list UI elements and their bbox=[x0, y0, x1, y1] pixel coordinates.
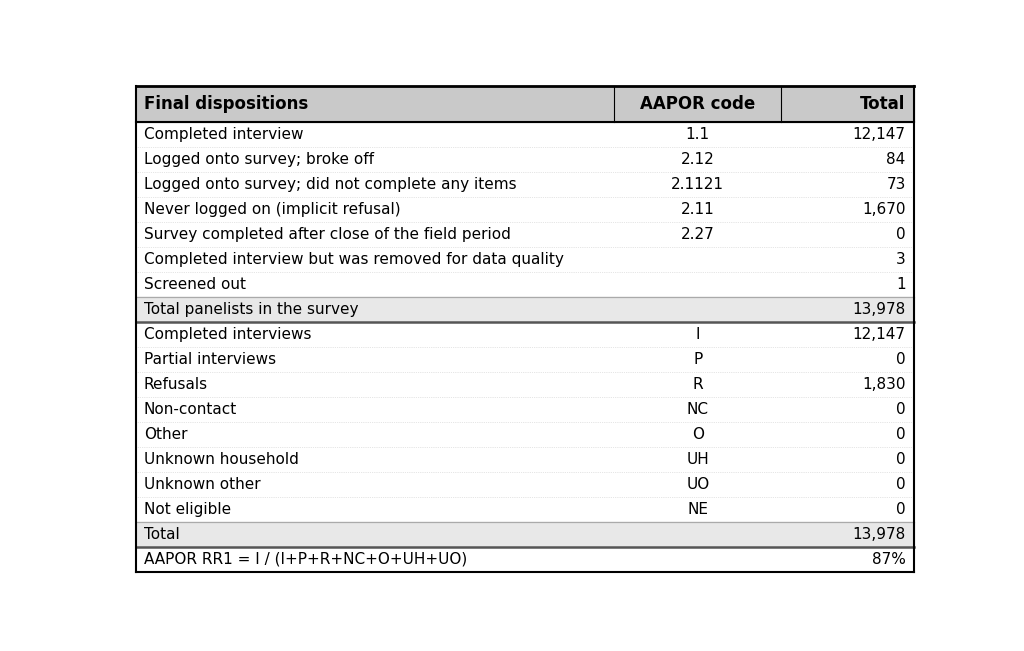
Text: NC: NC bbox=[687, 402, 709, 417]
Bar bbox=[136, 122, 913, 146]
Bar bbox=[136, 547, 913, 572]
Bar bbox=[136, 347, 913, 372]
Text: Partial interviews: Partial interviews bbox=[143, 352, 276, 367]
Text: R: R bbox=[692, 377, 703, 392]
Text: 3: 3 bbox=[896, 252, 905, 267]
Bar bbox=[136, 322, 913, 347]
Bar bbox=[136, 271, 913, 297]
Text: Logged onto survey; broke off: Logged onto survey; broke off bbox=[143, 152, 374, 167]
Text: 1,670: 1,670 bbox=[862, 202, 905, 217]
Text: Completed interview but was removed for data quality: Completed interview but was removed for … bbox=[143, 252, 564, 267]
Text: Survey completed after close of the field period: Survey completed after close of the fiel… bbox=[143, 227, 511, 242]
Bar bbox=[136, 297, 913, 322]
Text: 0: 0 bbox=[896, 227, 905, 242]
Text: 73: 73 bbox=[887, 177, 905, 192]
Bar bbox=[136, 497, 913, 522]
Text: Never logged on (implicit refusal): Never logged on (implicit refusal) bbox=[143, 202, 400, 217]
Text: Completed interviews: Completed interviews bbox=[143, 327, 311, 342]
Bar bbox=[136, 146, 913, 172]
Bar bbox=[136, 86, 913, 122]
Text: Refusals: Refusals bbox=[143, 377, 208, 392]
Text: O: O bbox=[692, 427, 703, 442]
Text: 12,147: 12,147 bbox=[853, 327, 905, 342]
Text: Screened out: Screened out bbox=[143, 277, 246, 292]
Bar bbox=[136, 472, 913, 497]
Text: Total: Total bbox=[143, 527, 179, 542]
Text: 84: 84 bbox=[887, 152, 905, 167]
Text: AAPOR RR1 = I / (I+P+R+NC+O+UH+UO): AAPOR RR1 = I / (I+P+R+NC+O+UH+UO) bbox=[143, 552, 467, 567]
Text: P: P bbox=[693, 352, 702, 367]
Bar bbox=[136, 222, 913, 247]
Text: 0: 0 bbox=[896, 502, 905, 517]
Text: 0: 0 bbox=[896, 427, 905, 442]
Bar bbox=[136, 422, 913, 447]
Bar bbox=[136, 372, 913, 397]
Text: 1,830: 1,830 bbox=[862, 377, 905, 392]
Text: Unknown household: Unknown household bbox=[143, 452, 299, 467]
Text: Non-contact: Non-contact bbox=[143, 402, 238, 417]
Text: 0: 0 bbox=[896, 402, 905, 417]
Text: Total: Total bbox=[860, 94, 905, 113]
Bar bbox=[136, 447, 913, 472]
Text: Unknown other: Unknown other bbox=[143, 477, 260, 492]
Text: I: I bbox=[695, 327, 700, 342]
Text: 1.1: 1.1 bbox=[686, 127, 710, 142]
Text: Logged onto survey; did not complete any items: Logged onto survey; did not complete any… bbox=[143, 177, 516, 192]
Text: 13,978: 13,978 bbox=[852, 527, 905, 542]
Bar bbox=[136, 247, 913, 271]
Text: 1: 1 bbox=[896, 277, 905, 292]
Text: 2.27: 2.27 bbox=[681, 227, 715, 242]
Bar bbox=[136, 197, 913, 222]
Text: 87%: 87% bbox=[871, 552, 905, 567]
Bar bbox=[136, 522, 913, 547]
Text: AAPOR code: AAPOR code bbox=[640, 94, 756, 113]
Text: UO: UO bbox=[686, 477, 710, 492]
Text: UH: UH bbox=[686, 452, 710, 467]
Text: 0: 0 bbox=[896, 352, 905, 367]
Text: Total panelists in the survey: Total panelists in the survey bbox=[143, 302, 358, 317]
Text: 0: 0 bbox=[896, 452, 905, 467]
Text: Other: Other bbox=[143, 427, 187, 442]
Text: Completed interview: Completed interview bbox=[143, 127, 303, 142]
Text: 13,978: 13,978 bbox=[852, 302, 905, 317]
Bar bbox=[136, 172, 913, 197]
Text: 2.11: 2.11 bbox=[681, 202, 715, 217]
Text: 12,147: 12,147 bbox=[853, 127, 905, 142]
Text: 0: 0 bbox=[896, 477, 905, 492]
Text: Final dispositions: Final dispositions bbox=[143, 94, 308, 113]
Text: 2.12: 2.12 bbox=[681, 152, 715, 167]
Bar bbox=[136, 397, 913, 422]
Text: Not eligible: Not eligible bbox=[143, 502, 231, 517]
Text: 2.1121: 2.1121 bbox=[672, 177, 724, 192]
Text: NE: NE bbox=[687, 502, 709, 517]
